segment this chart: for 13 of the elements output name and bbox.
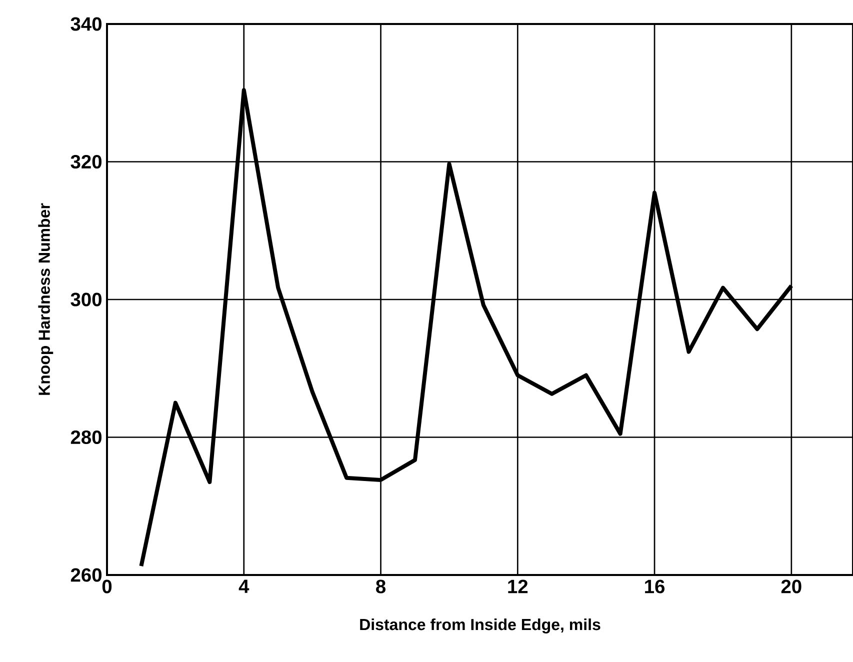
- y-tick-label: 320: [70, 154, 102, 169]
- x-tick-label: 20: [781, 580, 802, 594]
- x-tick-label: 16: [645, 580, 664, 594]
- y-tick-label: 300: [70, 292, 102, 306]
- x-tick-label: 12: [508, 580, 528, 594]
- x-axis-title: Distance from Inside Edge, mils: [360, 618, 600, 634]
- x-tick-label: 4: [238, 580, 250, 593]
- y-tick-label: 340: [70, 17, 102, 31]
- x-tick-label: 0: [102, 580, 112, 594]
- y-tick-label: 260: [70, 568, 102, 582]
- x-tick-label: 8: [376, 580, 386, 594]
- y-axis-title: Knoop Hardness Number: [38, 203, 54, 395]
- y-tick-label: 280: [70, 430, 102, 444]
